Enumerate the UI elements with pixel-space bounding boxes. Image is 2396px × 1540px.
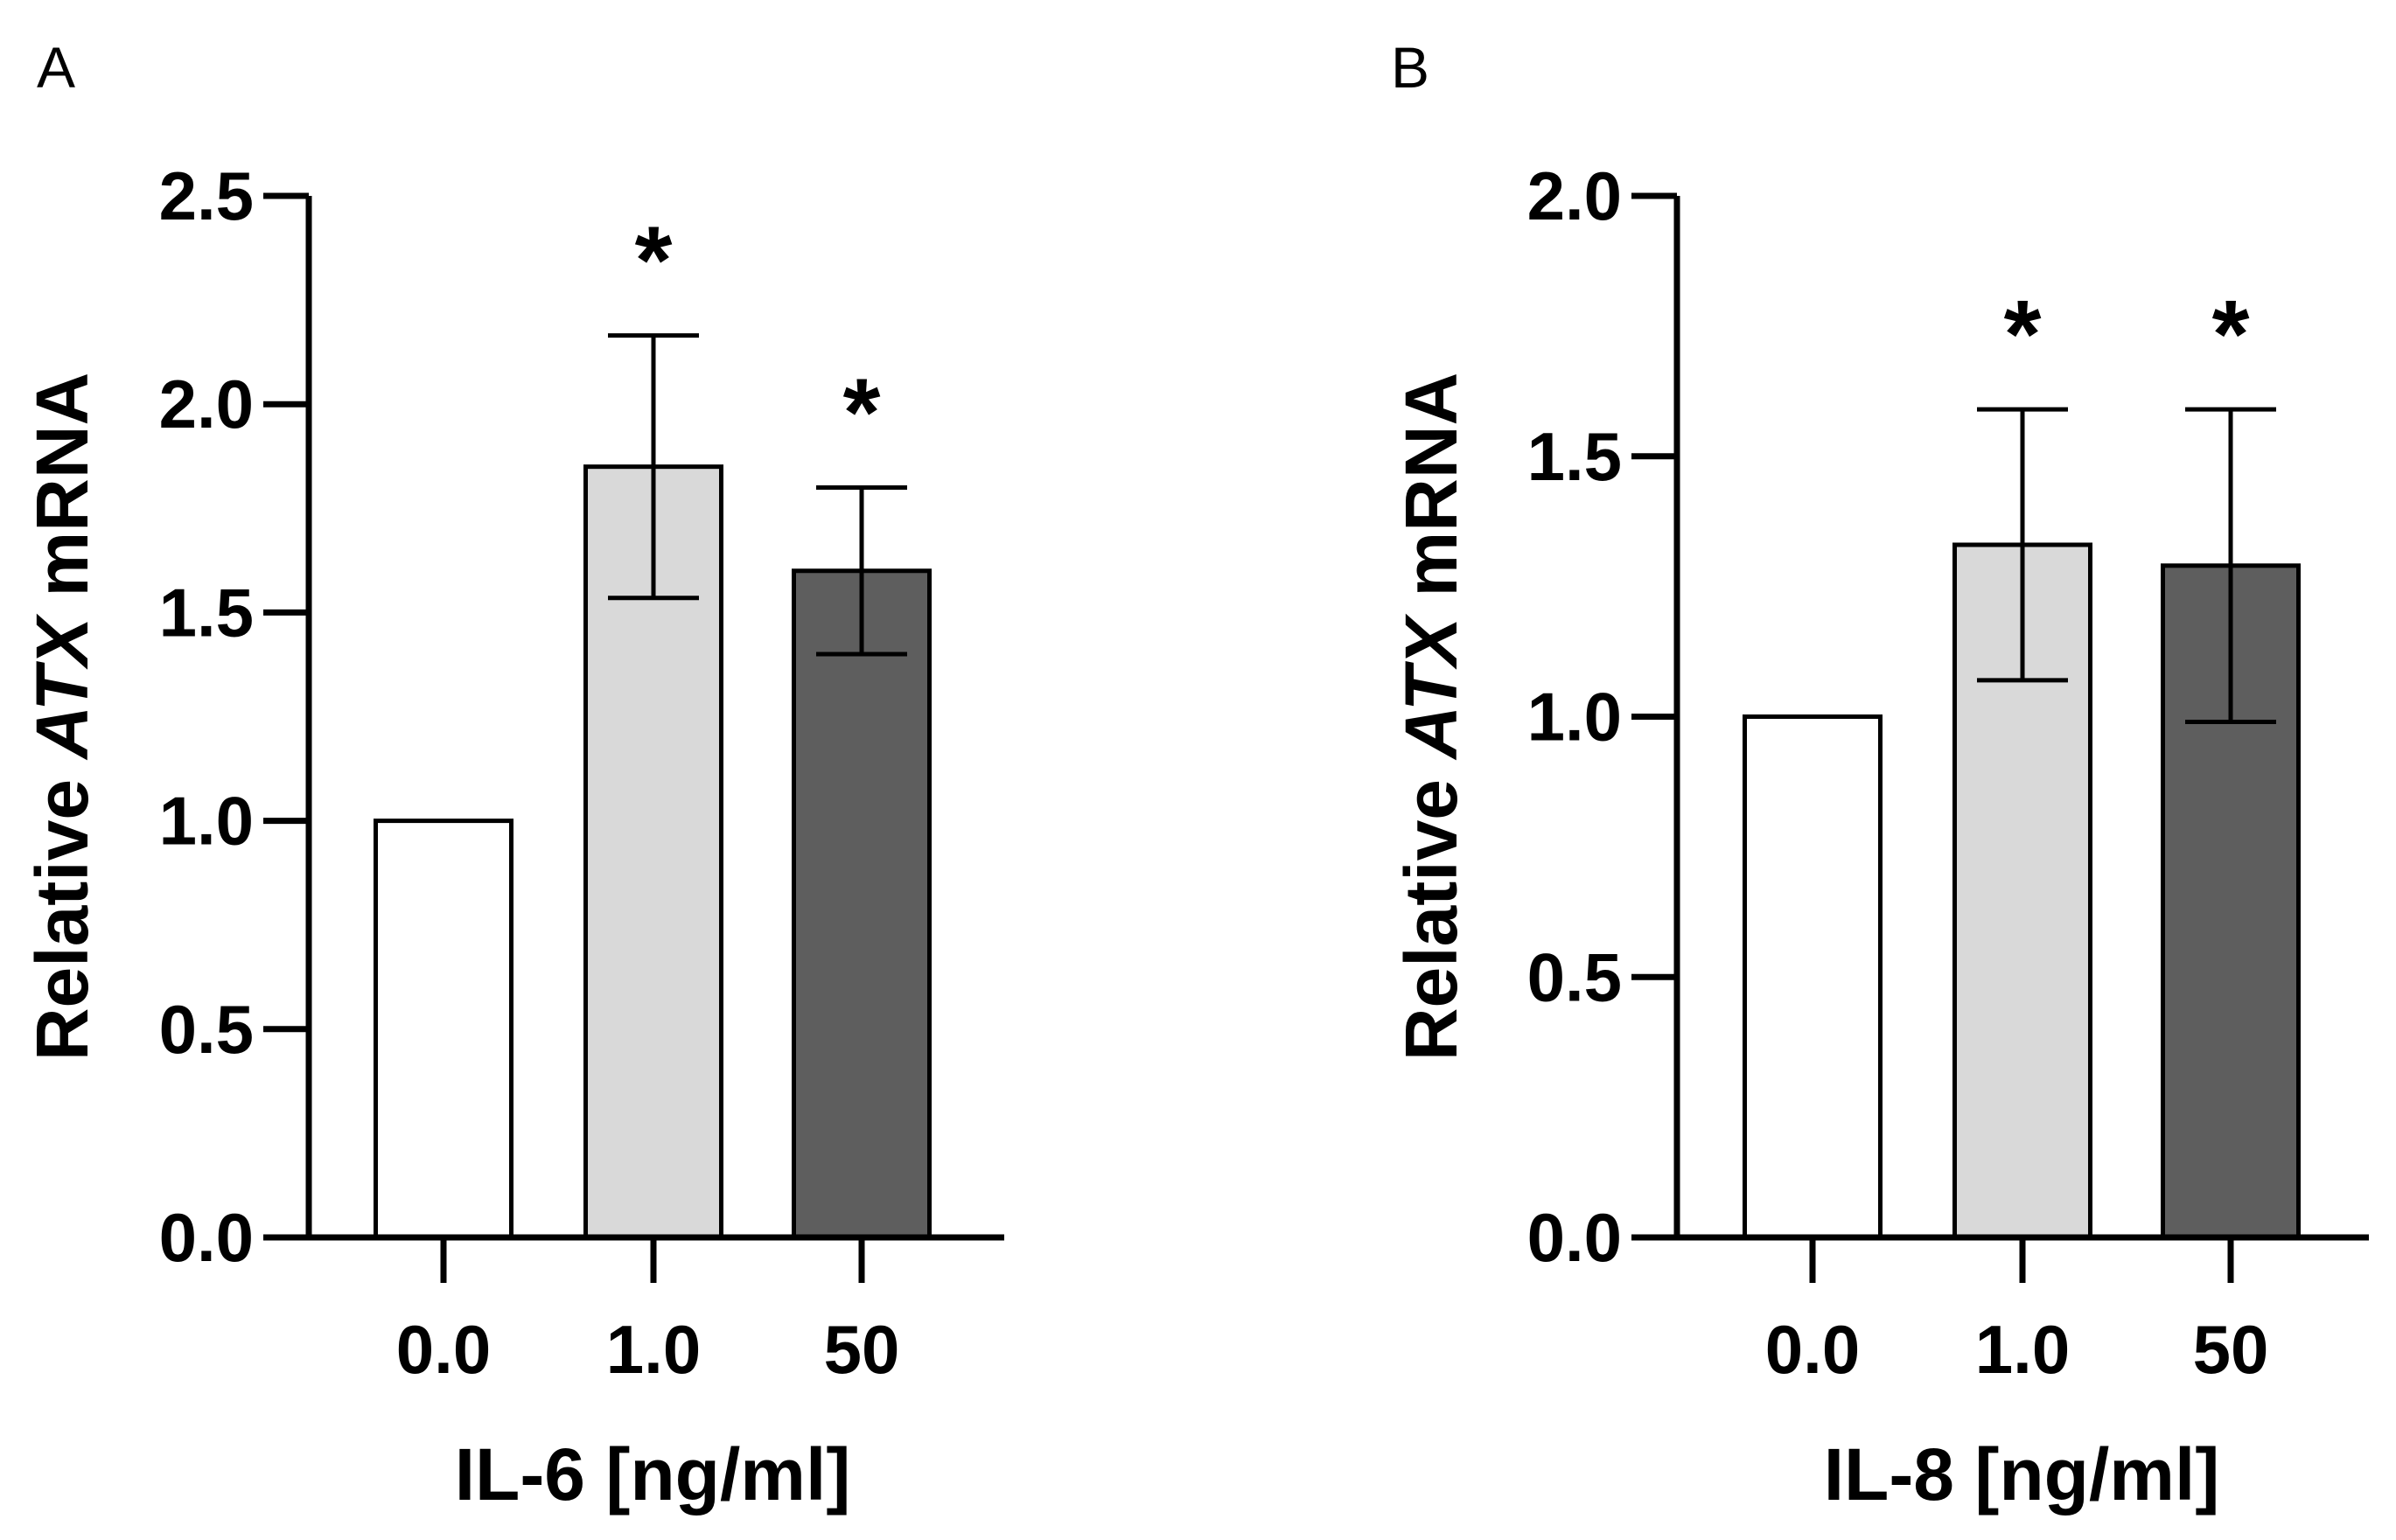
y-tick-label: 1.0 — [159, 783, 254, 860]
y-axis-title-prefix: Relative — [21, 759, 103, 1062]
significance-marker: * — [843, 359, 881, 466]
bar — [792, 568, 932, 1240]
y-axis-title-suffix: mRNA — [21, 373, 103, 617]
significance-marker: * — [2004, 281, 2042, 388]
panel-label: A — [37, 35, 75, 100]
significance-marker: * — [2212, 281, 2250, 388]
significance-marker: * — [635, 207, 673, 315]
y-tick-label: 0.0 — [1527, 1199, 1622, 1276]
x-tick-label: 0.0 — [396, 1311, 491, 1388]
bar — [1743, 714, 1883, 1240]
x-tick-label: 50 — [824, 1311, 900, 1388]
y-axis-title-prefix: Relative — [1390, 759, 1472, 1062]
x-tick-label: 1.0 — [1975, 1311, 2070, 1388]
y-tick-label: 2.5 — [159, 157, 254, 234]
chart-panel-b: B * * 0.0 0.5 1.0 1.5 2.0 0.0 1.0 50 IL-8 [ng/ml] Re… — [1390, 35, 2369, 1516]
y-tick-label: 2.0 — [159, 366, 254, 442]
y-tick-label: 1.0 — [1527, 679, 1622, 756]
y-tick-label: 0.5 — [1527, 938, 1622, 1015]
y-tick-label: 2.0 — [1527, 157, 1622, 234]
chart-panel-a: A * * 0.0 0.5 1.0 1.5 2.0 2.5 0.0 1.0 50 IL-6 [ng/ml… — [21, 35, 1004, 1516]
x-tick-label: 1.0 — [606, 1311, 701, 1388]
y-tick-label: 1.5 — [1527, 418, 1622, 495]
y-tick-label: 0.0 — [159, 1199, 254, 1276]
x-tick-label: 50 — [2193, 1311, 2269, 1388]
panel-label: B — [1391, 35, 1429, 100]
y-tick-label: 0.5 — [159, 991, 254, 1068]
x-axis-title: IL-6 [ng/ml] — [455, 1433, 851, 1516]
y-tick-label: 1.5 — [159, 574, 254, 651]
x-tick-label: 0.0 — [1765, 1311, 1860, 1388]
bar — [374, 819, 513, 1240]
y-axis-title: Relative ATX mRNA — [21, 373, 103, 1061]
y-axis-title: Relative ATX mRNA — [1390, 373, 1472, 1061]
y-axis-title-suffix: mRNA — [1390, 373, 1472, 617]
y-axis-title-gene: ATX — [1390, 613, 1472, 761]
x-axis-title: IL-8 [ng/ml] — [1824, 1433, 2220, 1516]
y-axis-title-gene: ATX — [21, 613, 103, 761]
